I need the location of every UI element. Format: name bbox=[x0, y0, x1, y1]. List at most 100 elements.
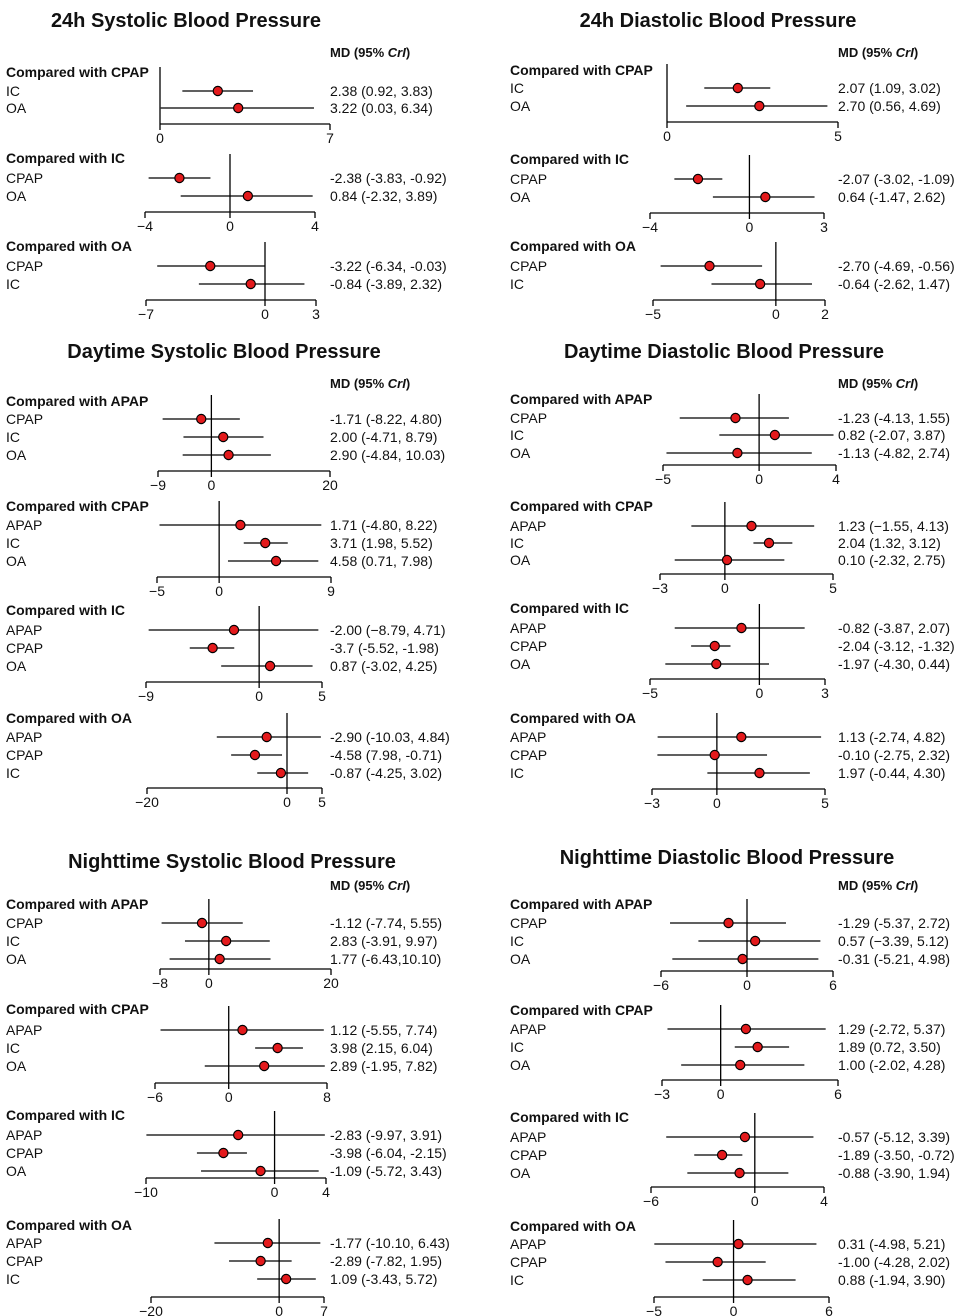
x-tick-label: −9 bbox=[138, 688, 154, 704]
panel-title: 24h Systolic Blood Pressure bbox=[51, 10, 321, 32]
point-estimate-ic bbox=[280, 1273, 292, 1285]
group-label: Compared with OA bbox=[6, 1217, 132, 1233]
row-label-ic: IC bbox=[6, 1040, 20, 1056]
group-compared-with-ic: Compared with IC −5 0 3 APAP -0.82 (-3.87, 2.… bbox=[510, 600, 955, 701]
x-tick-label: 0 bbox=[721, 580, 729, 596]
group-compared-with-cpap: Compared with CPAP −5 0 9 APAP 1.71 (-4.80, 8… bbox=[6, 498, 437, 599]
x-tick-label: −5 bbox=[642, 685, 658, 701]
point-estimate-oa bbox=[259, 1060, 270, 1072]
group-label: Compared with OA bbox=[510, 710, 636, 726]
x-tick-label: 0 bbox=[261, 306, 269, 322]
group-label: Compared with APAP bbox=[6, 393, 148, 409]
x-tick-label: 4 bbox=[832, 471, 840, 487]
group-compared-with-oa: Compared with OA −5 0 2 CPAP -2.70 (-4.69, -0… bbox=[510, 238, 955, 322]
x-tick-label: 20 bbox=[323, 975, 339, 991]
estimate-text-cpap: -2.70 (-4.69, -0.56) bbox=[838, 258, 955, 274]
estimate-text-apap: -2.00 (−8.79, 4.71) bbox=[330, 622, 446, 638]
row-label-cpap: CPAP bbox=[6, 640, 43, 656]
x-tick-label: 5 bbox=[829, 580, 837, 596]
estimate-text-cpap: -2.07 (-3.02, -1.09) bbox=[838, 171, 955, 187]
estimate-text-apap: 1.13 (-2.74, 4.82) bbox=[838, 729, 945, 745]
x-tick-label: 0 bbox=[215, 583, 223, 599]
group-compared-with-oa: Compared with OA −5 0 6 APAP 0.31 (-4.98, 5.2… bbox=[510, 1218, 950, 1316]
panel-title: Nighttime Diastolic Blood Pressure bbox=[560, 847, 895, 869]
estimate-text-apap: -1.77 (-10.10, 6.43) bbox=[330, 1235, 450, 1251]
x-tick-label: 3 bbox=[821, 685, 829, 701]
x-tick-label: −10 bbox=[134, 1184, 158, 1200]
row-label-oa: OA bbox=[6, 100, 27, 116]
row-label-apap: APAP bbox=[510, 729, 546, 745]
group-label: Compared with IC bbox=[6, 602, 125, 618]
x-tick-label: −20 bbox=[139, 1303, 163, 1316]
point-estimate-cpap bbox=[207, 642, 218, 654]
x-tick-label: −9 bbox=[150, 477, 166, 493]
point-estimate-oa bbox=[735, 1059, 746, 1071]
row-label-ic: IC bbox=[510, 933, 524, 949]
point-estimate-cpap bbox=[709, 749, 720, 761]
row-label-ic: IC bbox=[6, 535, 20, 551]
x-tick-label: −20 bbox=[135, 794, 159, 810]
group-compared-with-oa: Compared with OA −20 0 5 APAP -2.90 (-10.03, … bbox=[6, 710, 450, 810]
estimate-text-ic: 2.00 (-4.71, 8.79) bbox=[330, 429, 437, 445]
row-label-ic: IC bbox=[6, 429, 20, 445]
estimate-text-ic: 0.88 (-1.94, 3.90) bbox=[838, 1272, 945, 1288]
row-label-cpap: CPAP bbox=[510, 915, 547, 931]
x-tick-label: 2 bbox=[821, 306, 829, 322]
point-estimate-ic bbox=[272, 1042, 283, 1054]
x-tick-label: −6 bbox=[147, 1089, 163, 1105]
point-estimate-apap bbox=[235, 519, 246, 531]
group-compared-with-apap: Compared with APAP −6 0 6 CPAP -1.29 (-5.37, … bbox=[510, 896, 950, 993]
group-compared-with-ic: Compared with IC −4 0 4 CPAP -2.38 (-3.83, -0… bbox=[6, 150, 447, 234]
point-estimate-cpap bbox=[196, 413, 207, 425]
x-tick-label: 6 bbox=[829, 977, 837, 993]
estimate-text-oa: 2.70 (0.56, 4.69) bbox=[838, 98, 941, 114]
estimate-text-apap: -2.83 (-9.97, 3.91) bbox=[330, 1127, 442, 1143]
point-estimate-cpap bbox=[255, 1255, 266, 1267]
column-header-md-crl: MD (95% CrI) bbox=[330, 878, 410, 893]
estimate-text-ic: 2.38 (0.92, 3.83) bbox=[330, 83, 433, 99]
x-tick-label: 0 bbox=[713, 795, 721, 811]
row-label-apap: APAP bbox=[6, 622, 42, 638]
point-estimate-ic bbox=[769, 429, 781, 441]
group-label: Compared with CPAP bbox=[510, 498, 653, 514]
x-tick-label: −5 bbox=[655, 471, 671, 487]
point-estimate-cpap bbox=[692, 173, 704, 185]
x-tick-label: 0 bbox=[255, 688, 263, 704]
x-tick-label: −3 bbox=[644, 795, 660, 811]
row-label-apap: APAP bbox=[6, 1127, 42, 1143]
point-estimate-oa bbox=[264, 660, 276, 672]
panel-title: Daytime Diastolic Blood Pressure bbox=[564, 341, 884, 363]
point-estimate-apap bbox=[740, 1023, 752, 1035]
row-label-oa: OA bbox=[510, 1057, 531, 1073]
column-header-md-crl: MD (95% CrI) bbox=[838, 376, 918, 391]
estimate-text-oa: 1.00 (-2.02, 4.28) bbox=[838, 1057, 945, 1073]
estimate-text-apap: 1.71 (-4.80, 8.22) bbox=[330, 517, 437, 533]
point-estimate-cpap bbox=[205, 260, 216, 272]
row-label-oa: OA bbox=[6, 951, 27, 967]
row-label-ic: IC bbox=[6, 765, 20, 781]
row-label-oa: OA bbox=[6, 1058, 27, 1074]
row-label-apap: APAP bbox=[510, 1129, 546, 1145]
x-tick-label: 0 bbox=[205, 975, 213, 991]
panel-title: 24h Diastolic Blood Pressure bbox=[580, 10, 857, 32]
estimate-text-ic: 3.98 (2.15, 6.04) bbox=[330, 1040, 433, 1056]
row-label-apap: APAP bbox=[510, 1236, 546, 1252]
panel-daytime-systolic-blood-pressure: Daytime Systolic Blood Pressure MD (95% C… bbox=[6, 341, 450, 810]
row-label-oa: OA bbox=[6, 658, 27, 674]
estimate-text-apap: 1.12 (-5.55, 7.74) bbox=[330, 1022, 437, 1038]
x-tick-label: 5 bbox=[834, 128, 842, 144]
estimate-text-oa: 4.58 (0.71, 7.98) bbox=[330, 553, 433, 569]
point-estimate-apap bbox=[261, 731, 272, 743]
point-estimate-ic bbox=[754, 767, 765, 779]
row-label-oa: OA bbox=[6, 447, 27, 463]
column-header-md-crl: MD (95% CrI) bbox=[330, 45, 410, 60]
x-tick-label: 0 bbox=[730, 1303, 738, 1316]
point-estimate-cpap bbox=[704, 260, 715, 272]
estimate-text-ic: 1.89 (0.72, 3.50) bbox=[838, 1039, 941, 1055]
group-label: Compared with CPAP bbox=[6, 1001, 149, 1017]
row-label-apap: APAP bbox=[6, 1235, 42, 1251]
group-label: Compared with CPAP bbox=[6, 498, 149, 514]
point-estimate-cpap bbox=[716, 1149, 728, 1161]
point-estimate-ic bbox=[218, 431, 229, 443]
